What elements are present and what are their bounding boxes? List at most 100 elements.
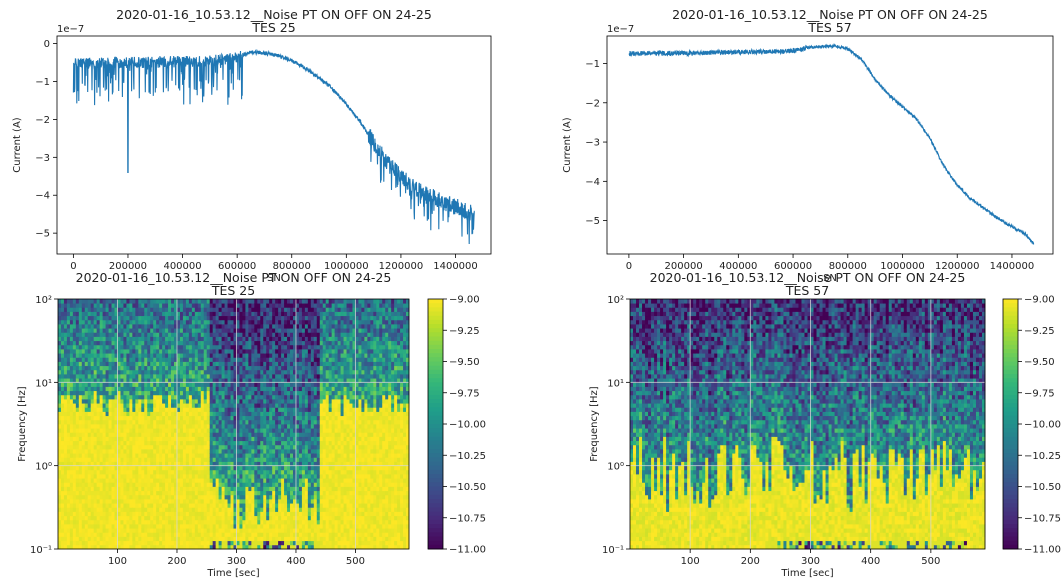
heatmap-cell bbox=[254, 340, 258, 346]
heatmap-cell bbox=[257, 528, 261, 533]
heatmap-cell bbox=[230, 478, 234, 483]
heatmap-cell bbox=[132, 332, 136, 337]
heatmap-cell bbox=[188, 424, 193, 429]
heatmap-cell bbox=[188, 453, 193, 458]
heatmap-cell bbox=[298, 490, 303, 496]
heatmap-cell bbox=[209, 324, 214, 329]
heatmap-cell bbox=[203, 532, 208, 537]
heatmap-cell bbox=[58, 369, 62, 375]
heatmap-cell bbox=[159, 540, 163, 546]
plot-frame bbox=[606, 35, 1054, 255]
heatmap-cell bbox=[144, 511, 148, 517]
heatmap-cell bbox=[227, 319, 231, 325]
heatmap-cell bbox=[162, 340, 166, 346]
heatmap-cell bbox=[292, 340, 297, 346]
heatmap-cell bbox=[93, 503, 98, 508]
heatmap-cell bbox=[200, 478, 205, 483]
heatmap-cell bbox=[171, 353, 175, 358]
heatmap-cell bbox=[185, 311, 190, 317]
heatmap-cell bbox=[230, 461, 234, 467]
heatmap-cell bbox=[260, 544, 264, 550]
heatmap-cell bbox=[96, 490, 101, 496]
heatmap-cell bbox=[182, 315, 187, 321]
heatmap-cell bbox=[292, 415, 297, 421]
heatmap-cell bbox=[144, 419, 148, 425]
heatmap-cell bbox=[239, 374, 243, 379]
heatmap-cell bbox=[69, 457, 74, 462]
heatmap-cell bbox=[162, 478, 166, 483]
heatmap-cell bbox=[75, 536, 80, 542]
heatmap-cell bbox=[174, 374, 178, 379]
heatmap-cell bbox=[174, 365, 178, 371]
heatmap-cell bbox=[162, 449, 166, 454]
heatmap-cell bbox=[266, 507, 270, 512]
heatmap-cell bbox=[287, 344, 291, 350]
heatmap-cell bbox=[138, 311, 142, 317]
heatmap-cell bbox=[263, 315, 267, 321]
heatmap-cell bbox=[108, 369, 112, 375]
heatmap-cell bbox=[147, 436, 151, 442]
heatmap-cell bbox=[72, 524, 77, 529]
heatmap-cell bbox=[269, 524, 273, 529]
heatmap-cell bbox=[165, 365, 169, 371]
heatmap-cell bbox=[188, 303, 193, 308]
heatmap-cell bbox=[90, 453, 95, 458]
heatmap-cell bbox=[227, 394, 231, 400]
heatmap-cell bbox=[156, 344, 160, 350]
heatmap-cell bbox=[295, 528, 300, 533]
heatmap-cell bbox=[108, 399, 112, 404]
heatmap-cell bbox=[84, 499, 89, 504]
heatmap-cell bbox=[185, 378, 190, 383]
heatmap-cell bbox=[111, 536, 115, 542]
heatmap-cell bbox=[182, 336, 187, 342]
heatmap-cell bbox=[81, 482, 86, 487]
heatmap-cell bbox=[278, 490, 282, 496]
heatmap-cell bbox=[96, 528, 101, 533]
heatmap-cell bbox=[236, 394, 240, 400]
heatmap-cell bbox=[90, 494, 95, 500]
heatmap-cell bbox=[188, 490, 193, 496]
heatmap-cell bbox=[165, 369, 169, 375]
heatmap-cell bbox=[263, 299, 267, 304]
heatmap-cell bbox=[212, 349, 217, 354]
heatmap-cell bbox=[179, 324, 184, 329]
heatmap-cell bbox=[114, 524, 118, 529]
heatmap-cell bbox=[203, 515, 208, 521]
heatmap-cell bbox=[284, 440, 288, 446]
heatmap-cell bbox=[126, 494, 130, 500]
heatmap-cell bbox=[96, 382, 101, 387]
heatmap-cell bbox=[123, 344, 127, 350]
heatmap-cell bbox=[144, 507, 148, 512]
heatmap-cell bbox=[162, 519, 166, 525]
heatmap-cell bbox=[194, 511, 199, 517]
heatmap-cell bbox=[230, 328, 234, 333]
heatmap-cell bbox=[248, 486, 252, 492]
heatmap-cell bbox=[239, 528, 243, 533]
heatmap-cell bbox=[295, 361, 300, 367]
heatmap-cell bbox=[69, 503, 74, 508]
heatmap-cell bbox=[72, 432, 77, 437]
heatmap-cell bbox=[185, 515, 190, 521]
heatmap-cell bbox=[135, 303, 139, 308]
heatmap-cell bbox=[292, 369, 297, 375]
heatmap-cell bbox=[78, 544, 83, 550]
heatmap-cell bbox=[147, 303, 151, 308]
heatmap-cell bbox=[99, 336, 104, 342]
heatmap-cell bbox=[108, 490, 112, 496]
heatmap-cell bbox=[123, 311, 127, 317]
heatmap-cell bbox=[99, 332, 104, 337]
heatmap-cell bbox=[72, 336, 77, 342]
heatmap-cell bbox=[269, 540, 273, 546]
heatmap-cell bbox=[120, 486, 124, 492]
heatmap-cell bbox=[269, 482, 273, 487]
heatmap-cell bbox=[72, 519, 77, 525]
heatmap-cell bbox=[182, 528, 187, 533]
heatmap-cell bbox=[179, 453, 184, 458]
heatmap-cell bbox=[84, 332, 89, 337]
heatmap-cell bbox=[203, 482, 208, 487]
heatmap-cell bbox=[212, 436, 217, 442]
heatmap-cell bbox=[275, 299, 279, 304]
heatmap-cell bbox=[153, 511, 157, 517]
heatmap-cell bbox=[215, 332, 220, 337]
heatmap-cell bbox=[227, 303, 231, 308]
